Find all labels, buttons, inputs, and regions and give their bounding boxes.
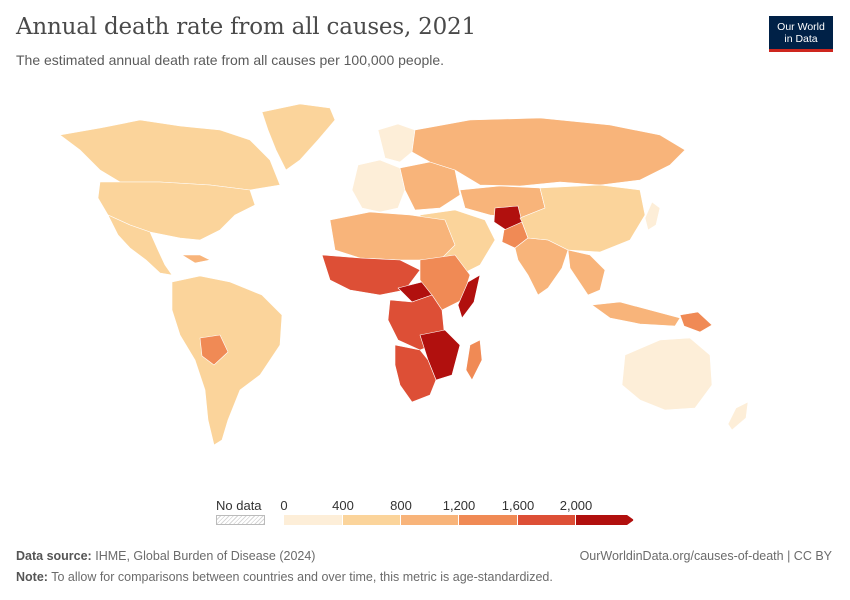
region-caribbean	[181, 254, 211, 264]
legend-tick-1600: 1,600	[501, 498, 535, 513]
logo-line-1: Our World	[777, 21, 825, 33]
legend-bin-2[interactable]	[401, 515, 459, 525]
region-southern-africa	[394, 344, 437, 403]
note-text: To allow for comparisons between countri…	[51, 570, 553, 584]
legend-tick-1200: 1,200	[442, 498, 476, 513]
chart-subtitle: The estimated annual death rate from all…	[16, 52, 445, 68]
region-scandinavia	[377, 123, 416, 163]
no-data-label: No data	[216, 498, 262, 513]
region-north-africa	[329, 211, 456, 261]
owid-logo[interactable]: Our World in Data	[769, 16, 833, 52]
region-south-america	[171, 275, 283, 446]
legend-bin-5[interactable]	[576, 515, 634, 525]
region-russia	[411, 117, 686, 187]
chart-title: Annual death rate from all causes, 2021	[16, 14, 476, 40]
region-australia	[621, 337, 713, 411]
footer-note: Note: To allow for comparisons between c…	[16, 570, 553, 584]
footer-url[interactable]: OurWorldinData.org/causes-of-death | CC …	[579, 549, 832, 563]
legend-bin-0[interactable]	[284, 515, 343, 525]
legend-tick-400: 400	[332, 498, 354, 513]
region-indonesia	[591, 301, 681, 327]
region-bolivia	[199, 334, 229, 366]
region-japan	[644, 201, 661, 231]
region-png	[679, 311, 713, 333]
region-somalia	[457, 274, 481, 319]
region-greenland	[261, 103, 336, 171]
note-label: Note:	[16, 570, 48, 584]
legend-bin-3[interactable]	[459, 515, 518, 525]
source-label: Data source:	[16, 549, 92, 563]
no-data-swatch	[216, 515, 265, 525]
region-india	[514, 237, 569, 296]
map-legend: No data 0 400 800 1,200 1,600 2,000	[0, 495, 850, 535]
region-north-america-north	[59, 119, 281, 191]
legend-bin-4[interactable]	[518, 515, 576, 525]
region-new-zealand	[727, 401, 749, 431]
legend-tick-800: 800	[390, 498, 412, 513]
region-western-europe	[351, 159, 406, 213]
world-map[interactable]	[0, 90, 850, 490]
legend-tick-2000: 2,000	[559, 498, 593, 513]
region-southeast-asia	[567, 249, 606, 296]
legend-tick-0: 0	[280, 498, 288, 513]
region-central-america	[107, 214, 173, 276]
logo-line-2: in Data	[784, 33, 818, 45]
source-text[interactable]: IHME, Global Burden of Disease (2024)	[95, 549, 316, 563]
region-madagascar	[465, 339, 483, 381]
region-eastern-europe	[399, 161, 461, 211]
footer-source: Data source: IHME, Global Burden of Dise…	[16, 549, 315, 563]
region-east-africa	[419, 254, 471, 311]
legend-bin-1[interactable]	[343, 515, 401, 525]
